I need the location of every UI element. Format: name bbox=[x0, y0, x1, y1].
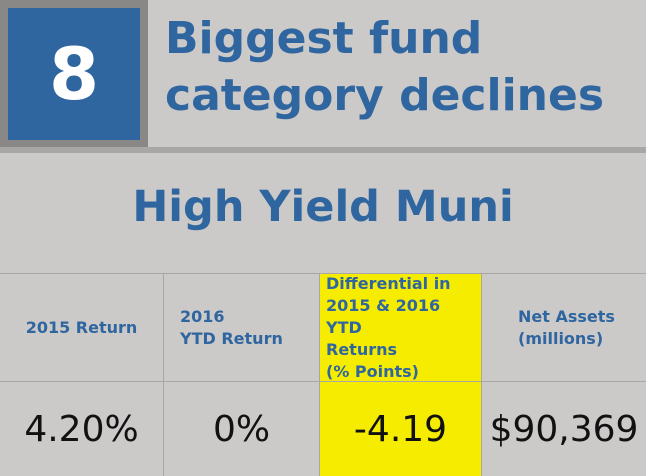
column-header: Differential in 2015 & 2016 YTD Returns … bbox=[320, 274, 481, 382]
column-header: 2015 Return bbox=[0, 274, 163, 382]
column-differential: Differential in 2015 & 2016 YTD Returns … bbox=[320, 274, 482, 476]
rank-number: 8 bbox=[8, 8, 140, 140]
returns-table: 2015 Return 4.20% 2016 YTD Return 0% Dif… bbox=[0, 273, 646, 476]
header-divider bbox=[0, 147, 646, 153]
cell-value: 0% bbox=[212, 408, 271, 450]
cell-value: $90,369 bbox=[489, 408, 639, 450]
cell-value: 4.20% bbox=[24, 408, 139, 450]
column-net-assets: Net Assets (millions) $90,369 bbox=[482, 274, 646, 476]
title-line-2: category declines bbox=[165, 70, 605, 121]
category-subtitle: High Yield Muni bbox=[132, 182, 514, 232]
column-header: Net Assets (millions) bbox=[482, 274, 646, 382]
column-2015-return: 2015 Return 4.20% bbox=[0, 274, 164, 476]
title-line-1: Biggest fund bbox=[165, 13, 483, 64]
page-title: Biggest fund category declines bbox=[165, 10, 635, 124]
column-header: 2016 YTD Return bbox=[164, 274, 319, 382]
column-2016-ytd-return: 2016 YTD Return 0% bbox=[164, 274, 320, 476]
cell-value: -4.19 bbox=[353, 408, 448, 450]
rank-badge: 8 bbox=[0, 0, 148, 147]
